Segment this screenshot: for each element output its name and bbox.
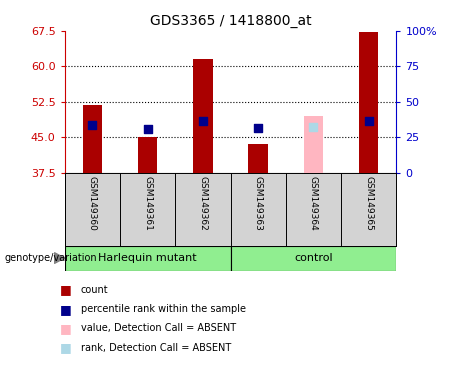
Text: genotype/variation: genotype/variation (5, 253, 97, 263)
Bar (359, 32, 378, 173)
Text: ■: ■ (60, 322, 71, 335)
Bar (138, 137, 157, 173)
Bar (83, 105, 102, 173)
Text: ■: ■ (60, 283, 71, 296)
Point (365, 118, 372, 124)
Text: GSM149365: GSM149365 (364, 177, 373, 231)
FancyBboxPatch shape (230, 246, 396, 271)
Point (310, 124, 317, 130)
Polygon shape (54, 253, 65, 263)
Text: GSM149361: GSM149361 (143, 177, 152, 231)
Text: count: count (81, 285, 108, 295)
Text: GSM149360: GSM149360 (88, 177, 97, 231)
Text: ■: ■ (60, 341, 71, 354)
Point (254, 125, 262, 131)
Text: percentile rank within the sample: percentile rank within the sample (81, 304, 246, 314)
Point (89, 122, 96, 129)
Text: GSM149364: GSM149364 (309, 177, 318, 231)
Bar (193, 59, 213, 173)
Bar (248, 144, 268, 173)
Point (144, 126, 151, 132)
Text: value, Detection Call = ABSENT: value, Detection Call = ABSENT (81, 323, 236, 333)
Text: GSM149362: GSM149362 (198, 177, 207, 231)
Text: ■: ■ (60, 303, 71, 316)
Point (199, 118, 207, 124)
Text: Harlequin mutant: Harlequin mutant (98, 253, 197, 263)
Text: GSM149363: GSM149363 (254, 177, 263, 231)
Bar (304, 116, 323, 173)
Title: GDS3365 / 1418800_at: GDS3365 / 1418800_at (150, 14, 311, 28)
Text: rank, Detection Call = ABSENT: rank, Detection Call = ABSENT (81, 343, 231, 353)
Text: control: control (294, 253, 333, 263)
FancyBboxPatch shape (65, 246, 230, 271)
